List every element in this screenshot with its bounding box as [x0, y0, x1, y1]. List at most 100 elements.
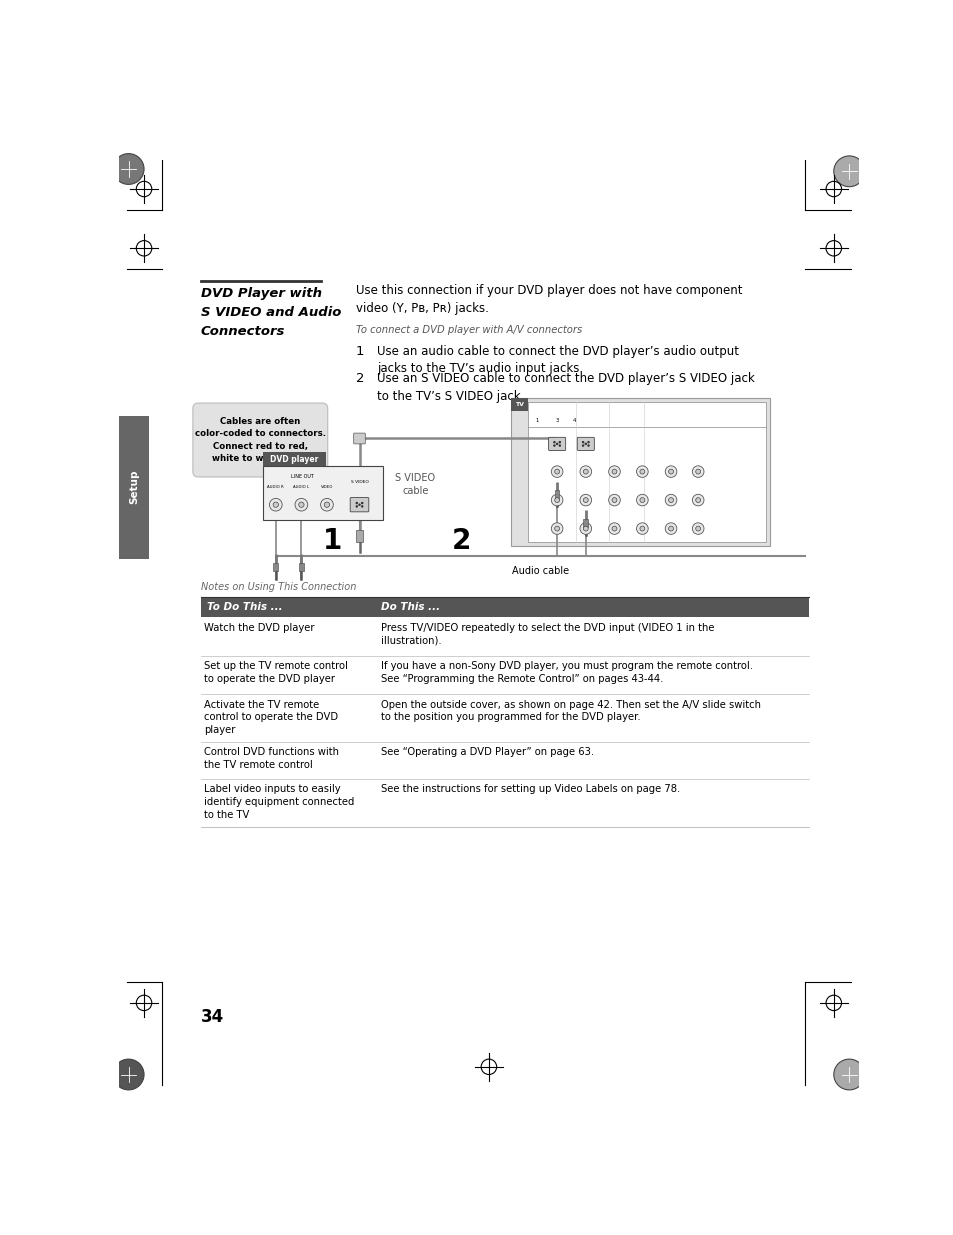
Text: AUDIO R: AUDIO R: [267, 485, 284, 489]
Text: VIDEO: VIDEO: [320, 485, 333, 489]
Circle shape: [608, 466, 619, 478]
Circle shape: [833, 1060, 863, 1091]
FancyBboxPatch shape: [555, 490, 558, 499]
Circle shape: [695, 498, 700, 503]
Circle shape: [664, 522, 676, 535]
FancyBboxPatch shape: [510, 399, 527, 411]
Circle shape: [551, 466, 562, 478]
Text: Use this connection if your DVD player does not have component
video (Y, Pʙ, Pʀ): Use this connection if your DVD player d…: [355, 284, 741, 315]
Circle shape: [668, 498, 673, 503]
Text: L
AUDIO
R: L AUDIO R: [529, 490, 541, 503]
Text: MONIT/R
OUT: MONIT/R OUT: [584, 406, 601, 414]
Circle shape: [608, 494, 619, 506]
FancyBboxPatch shape: [193, 403, 328, 477]
Circle shape: [668, 469, 673, 474]
Text: Cables are often
color-coded to connectors.
Connect red to red,
white to white, : Cables are often color-coded to connecto…: [194, 417, 326, 463]
Text: Use an audio cable to connect the DVD player’s audio output
jacks to the TV’s au: Use an audio cable to connect the DVD pl…: [377, 345, 739, 375]
FancyBboxPatch shape: [355, 530, 363, 542]
Text: Audio cable: Audio cable: [512, 566, 568, 576]
Circle shape: [639, 498, 644, 503]
Circle shape: [113, 1060, 144, 1091]
Text: 2: 2: [355, 372, 364, 385]
Text: AUDIO L: AUDIO L: [293, 485, 309, 489]
Circle shape: [582, 526, 588, 531]
Text: DVD player: DVD player: [270, 454, 318, 464]
Text: Open the outside cover, as shown on page 42. Then set the A/V slide switch
to th: Open the outside cover, as shown on page…: [381, 699, 760, 722]
Text: Notes on Using This Connection: Notes on Using This Connection: [200, 582, 355, 592]
Circle shape: [554, 498, 559, 503]
Text: If you have a non-Sony DVD player, you must program the remote control.
See “Pro: If you have a non-Sony DVD player, you m…: [381, 661, 753, 684]
Circle shape: [582, 498, 588, 503]
Circle shape: [639, 526, 644, 531]
FancyBboxPatch shape: [510, 399, 769, 546]
Text: S VIDEO and Audio: S VIDEO and Audio: [200, 306, 340, 319]
Text: VIDEO: VIDEO: [529, 469, 541, 473]
FancyBboxPatch shape: [262, 466, 382, 520]
FancyBboxPatch shape: [298, 563, 303, 572]
Text: To connect a DVD player with A/V connectors: To connect a DVD player with A/V connect…: [355, 325, 581, 335]
Text: 1: 1: [535, 419, 538, 424]
Text: 1: 1: [535, 417, 538, 422]
Text: 2: 2: [452, 527, 471, 555]
Circle shape: [551, 522, 562, 535]
Circle shape: [668, 526, 673, 531]
Text: 3: 3: [570, 419, 574, 424]
Circle shape: [298, 503, 304, 508]
Circle shape: [608, 522, 619, 535]
FancyBboxPatch shape: [548, 437, 565, 451]
Text: See the instructions for setting up Video Labels on page 78.: See the instructions for setting up Vide…: [381, 784, 679, 794]
FancyBboxPatch shape: [350, 498, 369, 511]
Circle shape: [639, 469, 644, 474]
FancyBboxPatch shape: [583, 519, 587, 527]
Circle shape: [692, 522, 703, 535]
FancyBboxPatch shape: [527, 403, 765, 542]
Text: To Do This ...: To Do This ...: [207, 603, 282, 613]
Text: S VIDEO
cable: S VIDEO cable: [395, 473, 435, 496]
Circle shape: [582, 469, 588, 474]
Text: VIDEO IN: VIDEO IN: [539, 406, 561, 410]
Circle shape: [320, 499, 333, 511]
Circle shape: [636, 494, 647, 506]
Text: See “Operating a DVD Player” on page 63.: See “Operating a DVD Player” on page 63.: [381, 747, 594, 757]
Text: Label video inputs to easily
identify equipment connected
to the TV: Label video inputs to easily identify eq…: [204, 784, 355, 820]
Circle shape: [612, 469, 617, 474]
FancyBboxPatch shape: [200, 597, 808, 618]
FancyBboxPatch shape: [262, 452, 326, 466]
Text: 4: 4: [572, 417, 576, 422]
Circle shape: [554, 469, 559, 474]
Text: LINE OUT: LINE OUT: [292, 474, 314, 479]
Circle shape: [612, 498, 617, 503]
Circle shape: [695, 526, 700, 531]
Text: Use an S VIDEO cable to connect the DVD player’s S VIDEO jack
to the TV’s S VIDE: Use an S VIDEO cable to connect the DVD …: [377, 372, 754, 403]
Text: Connectors: Connectors: [200, 325, 285, 338]
Circle shape: [579, 494, 591, 506]
Text: 1: 1: [322, 527, 341, 555]
Circle shape: [692, 494, 703, 506]
Text: S VIDEO: S VIDEO: [351, 479, 368, 484]
FancyBboxPatch shape: [577, 437, 594, 451]
Circle shape: [695, 469, 700, 474]
Text: Watch the DVD player: Watch the DVD player: [204, 622, 314, 632]
Circle shape: [273, 503, 278, 508]
Circle shape: [636, 466, 647, 478]
Circle shape: [692, 466, 703, 478]
Circle shape: [113, 153, 144, 184]
Text: Activate the TV remote
control to operate the DVD
player: Activate the TV remote control to operat…: [204, 699, 338, 735]
Text: Press TV/VIDEO repeatedly to select the DVD input (VIDEO 1 in the
illustration).: Press TV/VIDEO repeatedly to select the …: [381, 622, 714, 646]
Circle shape: [579, 466, 591, 478]
Circle shape: [554, 526, 559, 531]
Text: AUDIO
OUT
(VARIABLE): AUDIO OUT (VARIABLE): [612, 404, 632, 416]
FancyBboxPatch shape: [119, 416, 149, 558]
Circle shape: [269, 499, 282, 511]
Circle shape: [324, 503, 330, 508]
Text: 1: 1: [355, 345, 364, 358]
Circle shape: [294, 499, 308, 511]
Circle shape: [664, 494, 676, 506]
Text: DVD Player with: DVD Player with: [200, 287, 321, 300]
FancyBboxPatch shape: [274, 563, 278, 572]
Text: Setup: Setup: [129, 469, 139, 504]
Text: 4: 4: [564, 419, 568, 424]
Circle shape: [636, 522, 647, 535]
Text: Set up the TV remote control
to operate the DVD player: Set up the TV remote control to operate …: [204, 661, 348, 684]
Text: 34: 34: [200, 1008, 224, 1026]
